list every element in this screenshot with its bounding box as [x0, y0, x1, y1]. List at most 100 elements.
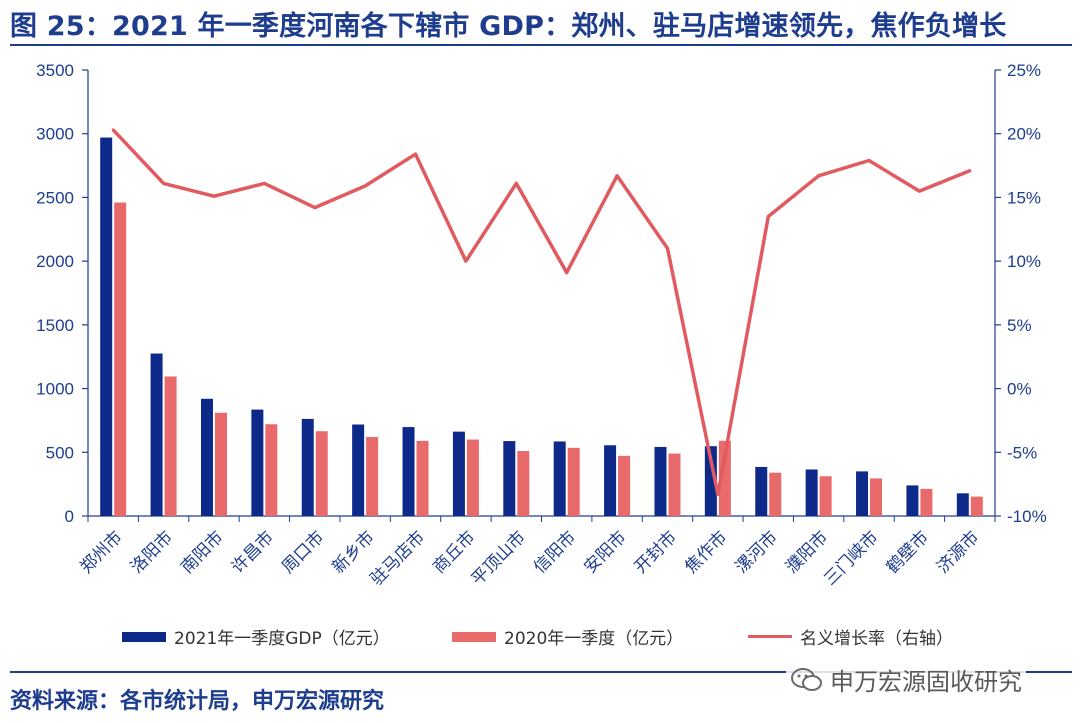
growth-rate-point	[665, 246, 669, 250]
gdp-chart: 0 500 1000 1500 2000 2500 3000 3500 -10% -5% 0% 5% 1…	[36, 61, 1047, 590]
bar-gdp2020	[819, 476, 832, 516]
legend-swatch-growth	[748, 635, 792, 638]
growth-rate-point	[313, 206, 317, 210]
wechat-icon	[791, 667, 822, 691]
right-tick-label: 10%	[1007, 252, 1041, 271]
legend-label-gdp2020: 2020年一季度（亿元）	[504, 629, 684, 649]
growth-rate-point	[917, 189, 921, 193]
growth-rate-point	[615, 174, 619, 178]
left-tick-label: 2500	[36, 188, 74, 207]
bar-gdp2020	[567, 447, 580, 516]
chart-bars	[100, 137, 983, 517]
footer-divider	[10, 671, 1072, 673]
source-note: 资料来源：各市统计局，申万宏源研究	[10, 689, 385, 714]
category-label: 平顶山市	[468, 527, 530, 589]
bar-gdp2021	[503, 441, 516, 516]
right-tick-label: -5%	[1007, 443, 1037, 462]
category-label: 焦作市	[681, 527, 731, 577]
right-tick-label: 20%	[1007, 125, 1041, 144]
growth-rate-point	[414, 152, 418, 156]
left-tick-label: 3000	[36, 125, 74, 144]
bar-gdp2021	[805, 469, 818, 516]
growth-rate-point	[968, 169, 972, 173]
category-label: 南阳市	[177, 527, 227, 577]
chart-labels: 0 500 1000 1500 2000 2500 3000 3500 -10% -5% 0% 5% 1…	[36, 61, 1047, 590]
bar-gdp2020	[970, 496, 983, 516]
category-label: 漯河市	[732, 527, 782, 577]
bar-gdp2021	[553, 441, 566, 516]
growth-rate-point	[212, 194, 216, 198]
bar-gdp2021	[755, 466, 768, 516]
left-tick-label: 500	[46, 443, 74, 462]
legend-label-growth: 名义增长率（右轴）	[800, 629, 953, 649]
bar-gdp2021	[200, 398, 213, 516]
legend-swatch-gdp2020	[452, 631, 496, 642]
growth-rate-point	[514, 181, 518, 185]
legend-item-gdp2020: 2020年一季度（亿元）	[452, 624, 683, 649]
bar-gdp2020	[214, 412, 227, 516]
category-label: 周口市	[278, 527, 328, 577]
category-label: 信阳市	[530, 527, 580, 577]
growth-rate-point	[464, 259, 468, 263]
bar-gdp2020	[466, 439, 479, 516]
bar-gdp2020	[315, 431, 328, 516]
category-label: 济源市	[933, 527, 983, 577]
bar-gdp2021	[150, 353, 163, 516]
growth-rate-point	[363, 184, 367, 188]
bar-gdp2020	[769, 472, 782, 516]
legend-item-gdp2021: 2021年一季度GDP（亿元）	[122, 624, 390, 649]
watermark: 申万宏源固收研究	[786, 660, 1026, 699]
right-tick-label: 0%	[1007, 380, 1032, 399]
growth-rate-point	[716, 492, 720, 496]
chart-axes	[82, 69, 1001, 522]
bar-gdp2021	[704, 446, 717, 516]
bar-gdp2021	[956, 493, 969, 516]
category-label: 安阳市	[580, 527, 630, 577]
chart-title: 图 25：2021 年一季度河南各下辖市 GDP：郑州、驻马店增速领先，焦作负增…	[10, 11, 1007, 42]
left-tick-label: 1000	[36, 380, 74, 399]
bar-gdp2020	[920, 488, 933, 516]
right-tick-label: 5%	[1007, 316, 1032, 335]
bar-gdp2021	[100, 137, 113, 516]
category-label: 许昌市	[228, 527, 278, 577]
left-tick-label: 2000	[36, 252, 74, 271]
growth-rate-point	[111, 128, 115, 132]
growth-rate-point	[565, 271, 569, 275]
bar-gdp2020	[366, 436, 379, 516]
growth-rate-point	[262, 181, 266, 185]
bar-gdp2021	[452, 431, 465, 516]
title-divider	[10, 44, 1072, 46]
growth-rate-point	[766, 215, 770, 219]
bar-gdp2020	[416, 440, 429, 516]
bar-gdp2021	[856, 471, 869, 516]
bar-gdp2021	[604, 445, 617, 516]
bar-gdp2021	[352, 424, 365, 516]
right-tick-label: -10%	[1007, 507, 1047, 526]
category-label: 郑州市	[77, 527, 127, 577]
chart-growth-line	[111, 128, 972, 497]
bar-gdp2020	[718, 440, 731, 516]
bar-gdp2020	[618, 455, 631, 516]
bar-gdp2021	[301, 418, 314, 516]
bar-gdp2020	[164, 376, 177, 516]
bar-gdp2021	[402, 427, 415, 516]
category-label: 驻马店市	[367, 527, 429, 589]
bar-gdp2021	[654, 446, 667, 516]
bar-gdp2021	[251, 409, 264, 516]
category-label: 三门峡市	[820, 527, 882, 589]
bar-gdp2020	[114, 202, 127, 517]
bar-gdp2020	[668, 453, 681, 516]
growth-rate-line	[111, 128, 971, 497]
bar-gdp2021	[906, 485, 919, 516]
bar-gdp2020	[517, 451, 530, 516]
watermark-text: 申万宏源固收研究	[830, 668, 1022, 696]
category-label: 鹤壁市	[883, 527, 933, 577]
right-tick-label: 25%	[1007, 61, 1041, 80]
left-tick-label: 1500	[36, 316, 74, 335]
growth-rate-point	[162, 181, 166, 185]
left-tick-label: 0	[65, 507, 74, 526]
chart-legend: 2021年一季度GDP（亿元） 2020年一季度（亿元） 名义增长率（右轴）	[0, 624, 1080, 652]
bar-gdp2020	[265, 424, 278, 516]
legend-label-gdp2021: 2021年一季度GDP（亿元）	[174, 629, 390, 649]
category-label: 开封市	[631, 527, 681, 577]
